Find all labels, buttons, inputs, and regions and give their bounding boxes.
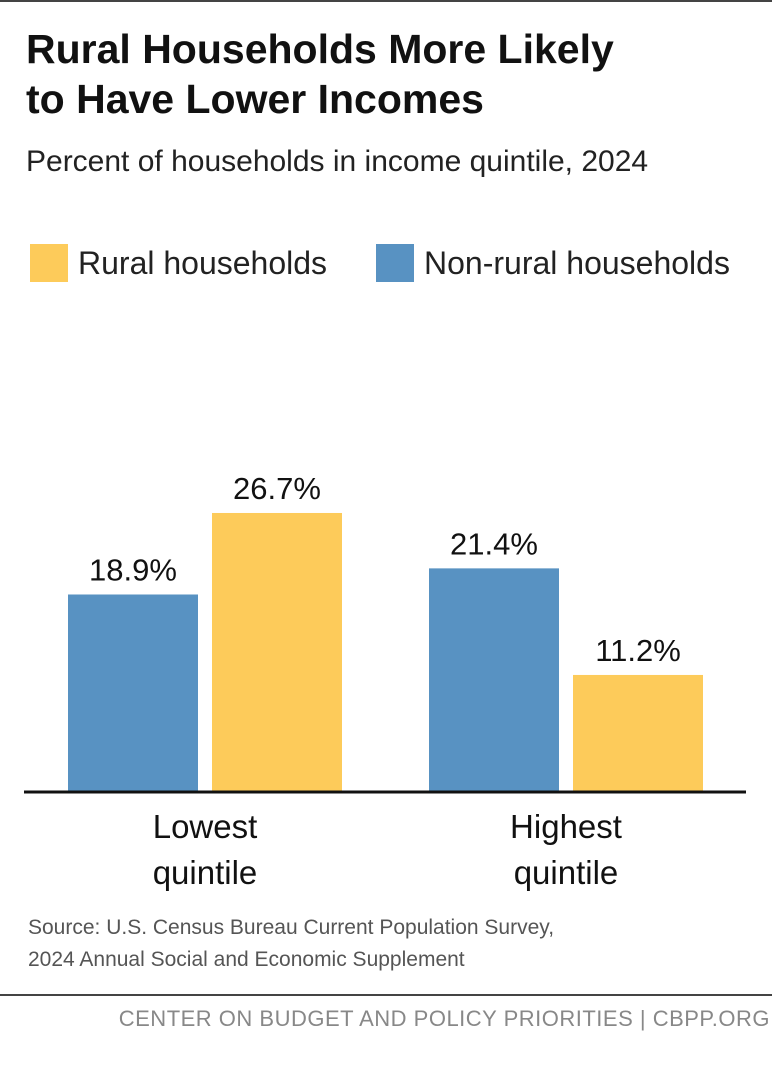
bar-nonrural-lowest <box>68 594 198 792</box>
source-line-2: 2024 Annual Social and Economic Suppleme… <box>28 948 465 971</box>
legend: Rural households Non-rural households <box>30 242 760 284</box>
category-label-lowest-line-1: Lowest <box>153 808 258 845</box>
source-note: Source: U.S. Census Bureau Current Popul… <box>28 912 748 976</box>
bar-chart: 18.9% 26.7% 21.4% 11.2% Lowest quintile Highe… <box>24 471 746 891</box>
chart-title: Rural Households More Likely to Have Low… <box>26 24 756 124</box>
legend-item-nonrural: Non-rural households <box>376 242 730 284</box>
chart-title-line-2: to Have Lower Incomes <box>26 76 484 122</box>
top-rule <box>0 0 772 2</box>
bottom-rule <box>0 994 772 996</box>
bar-rural-lowest <box>212 512 342 792</box>
legend-label-rural: Rural households <box>78 245 328 281</box>
bars-group <box>68 512 703 792</box>
legend-swatch-rural <box>30 244 68 282</box>
category-labels-group: Lowest quintile Highest quintile <box>153 808 622 891</box>
category-label-highest-line-2: quintile <box>514 854 619 891</box>
bar-rural-highest <box>573 674 703 792</box>
legend-label-nonrural: Non-rural households <box>424 245 730 281</box>
data-label-nonrural-highest: 21.4% <box>450 526 538 561</box>
bar-labels-group: 18.9% 26.7% 21.4% 11.2% <box>89 471 681 668</box>
data-label-rural-highest: 11.2% <box>595 633 681 668</box>
legend-swatch-nonrural <box>376 244 414 282</box>
data-label-nonrural-lowest: 18.9% <box>89 552 177 587</box>
category-label-highest-line-1: Highest <box>510 808 622 845</box>
chart-title-line-1: Rural Households More Likely <box>26 26 614 72</box>
category-label-lowest-line-2: quintile <box>153 854 258 891</box>
bar-nonrural-highest <box>429 568 559 792</box>
footer-credit: CENTER ON BUDGET AND POLICY PRIORITIES |… <box>118 1006 770 1031</box>
source-line-1: Source: U.S. Census Bureau Current Popul… <box>28 916 555 939</box>
legend-item-rural: Rural households <box>30 242 327 284</box>
data-label-rural-lowest: 26.7% <box>233 471 321 506</box>
chart-subtitle: Percent of households in income quintile… <box>26 145 649 178</box>
